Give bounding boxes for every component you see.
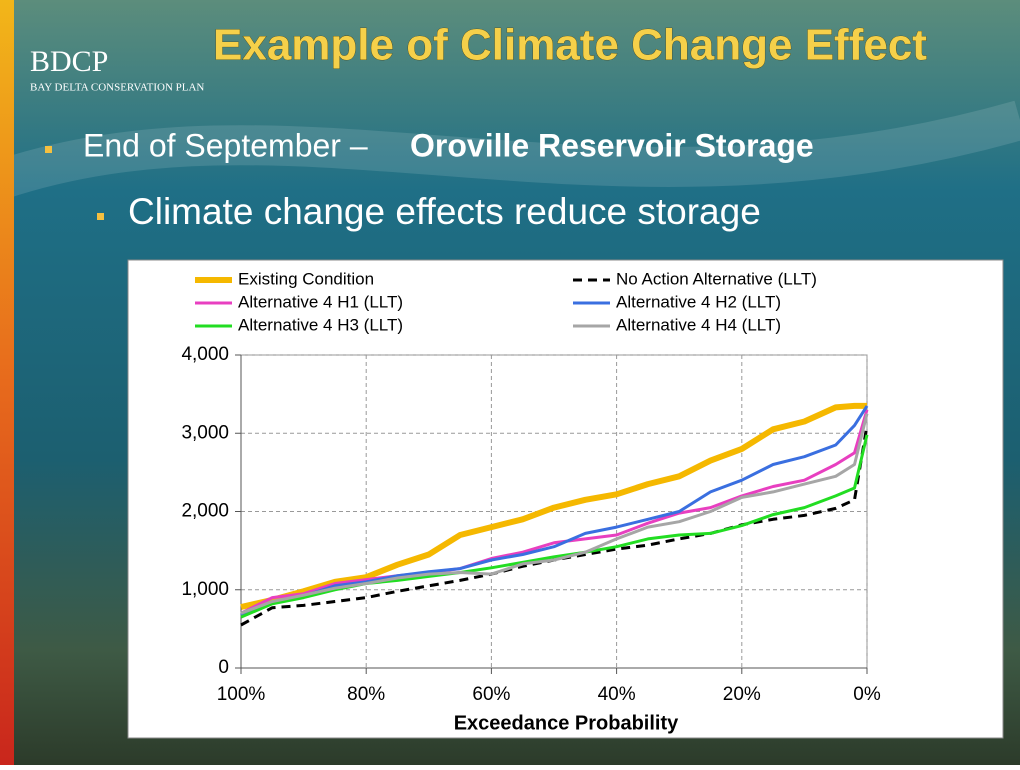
- swoosh: [0, 100, 1020, 199]
- y-tick-label: 4,000: [181, 344, 229, 365]
- legend-label: Existing Condition: [238, 269, 374, 288]
- series-line: [240, 405, 869, 617]
- y-tick-label: 2,000: [181, 501, 229, 522]
- sub-bullet-text: Climate change effects reduce storage: [128, 191, 761, 232]
- slide-title: Example of Climate Change Effect: [213, 21, 927, 70]
- x-tick-label: 100%: [217, 684, 266, 705]
- bullet-text-bold: Oroville Reservoir Storage: [410, 127, 814, 163]
- legend-label: Alternative 4 H4 (LLT): [616, 315, 781, 334]
- x-tick-label: 20%: [723, 684, 761, 705]
- bullet-marker: [45, 146, 52, 153]
- series-line: [240, 413, 869, 615]
- logo-subtitle: Bay Delta Conservation Plan: [30, 82, 204, 94]
- y-tick-label: 1,000: [181, 579, 229, 600]
- x-tick-label: 80%: [347, 684, 385, 705]
- bullet-marker: [97, 213, 104, 220]
- legend-label: No Action Alternative (LLT): [616, 269, 817, 288]
- x-tick-label: 60%: [472, 684, 510, 705]
- legend-label: Alternative 4 H3 (LLT): [238, 315, 403, 334]
- x-tick-label: 0%: [853, 684, 881, 705]
- series-line: [240, 402, 867, 610]
- y-tick-label: 0: [218, 657, 229, 678]
- legend-label: Alternative 4 H1 (LLT): [238, 292, 403, 311]
- y-tick-label: 3,000: [181, 422, 229, 443]
- legend-label: Alternative 4 H2 (LLT): [616, 292, 781, 311]
- x-axis-label: Exceedance Probability: [454, 712, 679, 734]
- bullet-text: End of September –: [83, 127, 368, 163]
- logo: BDCP: [30, 45, 108, 78]
- x-tick-label: 40%: [598, 684, 636, 705]
- side-strip: [0, 0, 14, 765]
